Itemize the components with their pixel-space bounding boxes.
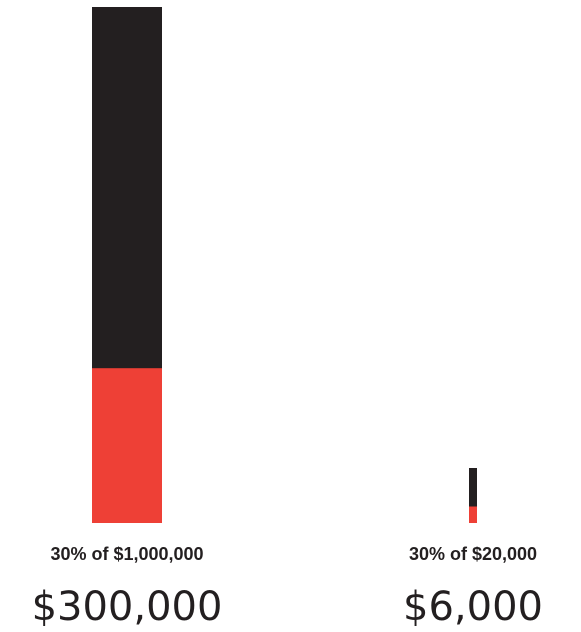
bar-total-2 [469,468,477,523]
item-2: 30% of $20,000 $6,000 [403,468,543,630]
bar-share-1 [92,368,162,523]
amount-2: $6,000 [403,584,543,630]
caption-2: 30% of $20,000 [409,544,537,564]
caption-1: 30% of $1,000,000 [50,544,203,564]
bar-share-2 [469,506,477,523]
item-1: 30% of $1,000,000 $300,000 [32,7,223,630]
amount-1: $300,000 [32,584,223,630]
